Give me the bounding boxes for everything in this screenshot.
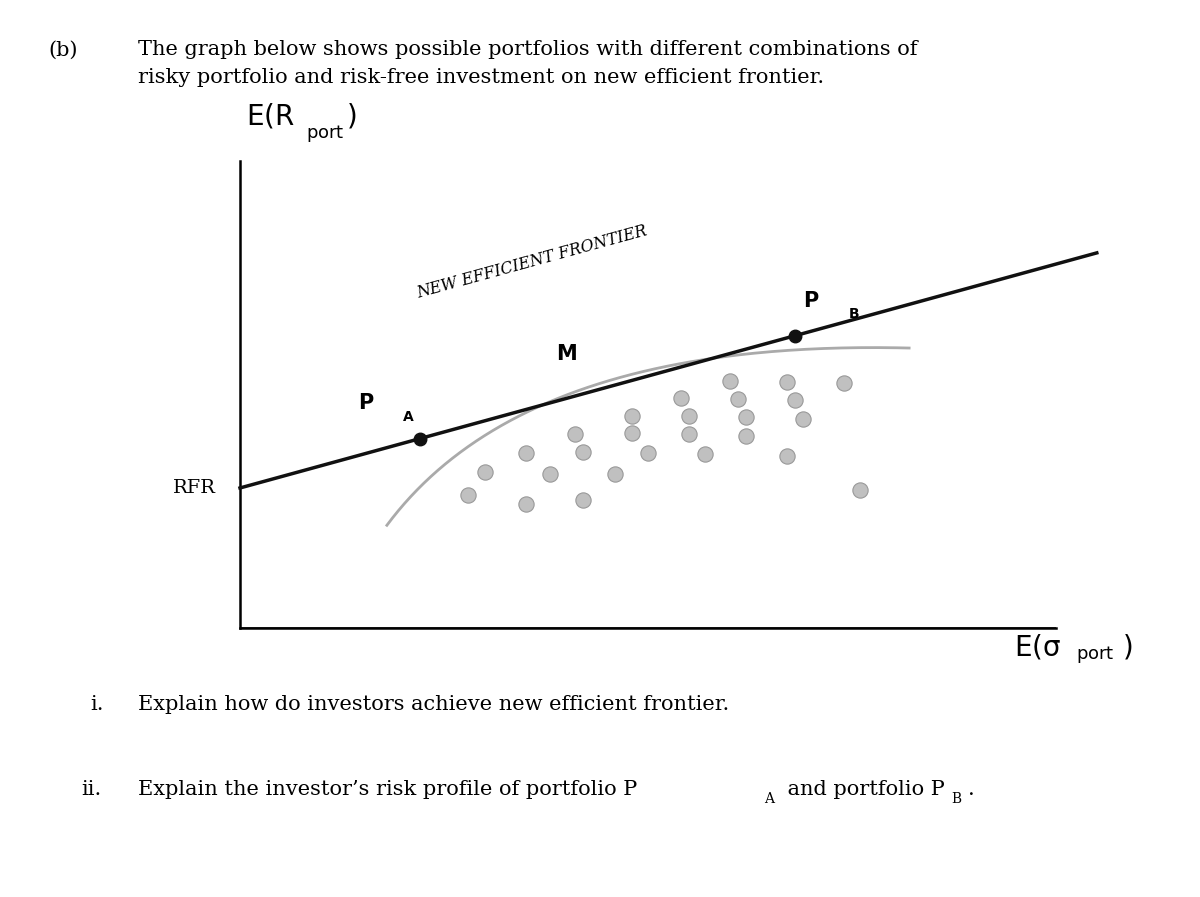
- Text: B: B: [952, 792, 961, 806]
- Text: $\mathrm{)}$: $\mathrm{)}$: [346, 101, 356, 130]
- Text: $\mathrm{E(\sigma}$: $\mathrm{E(\sigma}$: [1014, 632, 1061, 661]
- Text: $\mathbf{A}$: $\mathbf{A}$: [402, 410, 414, 424]
- Text: .: .: [968, 780, 976, 799]
- Text: $\mathrm{port}$: $\mathrm{port}$: [306, 123, 344, 144]
- Text: The graph below shows possible portfolios with different combinations of
risky p: The graph below shows possible portfolio…: [138, 40, 918, 87]
- Text: $\mathbf{P}$: $\mathbf{P}$: [359, 394, 374, 414]
- Text: i.: i.: [90, 695, 103, 714]
- Text: (b): (b): [48, 40, 78, 59]
- Text: $\mathbf{M}$: $\mathbf{M}$: [556, 344, 577, 364]
- Text: $\mathrm{)}$: $\mathrm{)}$: [1122, 632, 1133, 661]
- Text: NEW EFFICIENT FRONTIER: NEW EFFICIENT FRONTIER: [415, 222, 649, 301]
- Text: Explain the investor’s risk profile of portfolio P: Explain the investor’s risk profile of p…: [138, 780, 637, 799]
- Text: $\mathrm{E(R}$: $\mathrm{E(R}$: [246, 101, 295, 130]
- Text: A: A: [764, 792, 774, 806]
- Text: ii.: ii.: [82, 780, 102, 799]
- Text: $\mathrm{port}$: $\mathrm{port}$: [1076, 644, 1115, 665]
- Text: and portfolio P: and portfolio P: [781, 780, 944, 799]
- Text: $\mathbf{B}$: $\mathbf{B}$: [848, 308, 859, 321]
- Text: RFR: RFR: [173, 479, 216, 497]
- Text: Explain how do investors achieve new efficient frontier.: Explain how do investors achieve new eff…: [138, 695, 730, 714]
- Text: $\mathbf{P}$: $\mathbf{P}$: [803, 291, 820, 310]
